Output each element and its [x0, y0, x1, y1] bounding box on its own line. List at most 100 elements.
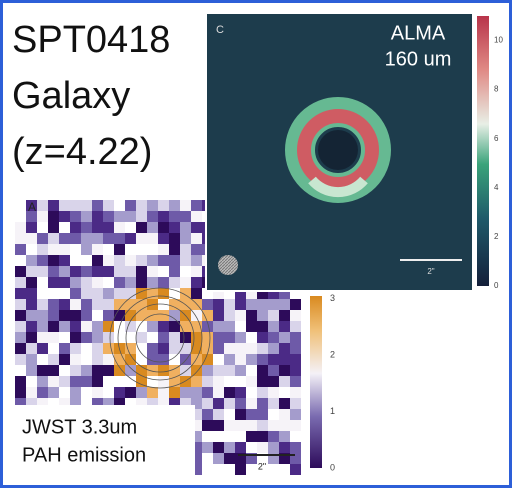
pixel: [26, 222, 37, 233]
pixel: [48, 387, 59, 398]
pixel: [235, 387, 246, 398]
pixel: [279, 354, 290, 365]
colorbar-tick: 10: [494, 36, 503, 45]
pixel: [81, 244, 92, 255]
pixel: [81, 200, 92, 211]
pixel: [268, 431, 279, 442]
pixel: [92, 211, 103, 222]
pixel: [279, 365, 290, 376]
pixel: [48, 233, 59, 244]
pixel: [136, 277, 147, 288]
pixel: [235, 310, 246, 321]
pixel: [268, 398, 279, 409]
pixel: [279, 442, 290, 453]
pixel: [70, 343, 81, 354]
pixel: [246, 354, 257, 365]
pixel: [92, 277, 103, 288]
pixel: [59, 266, 70, 277]
pixel: [257, 343, 268, 354]
pixel: [125, 387, 136, 398]
caption-line: 160 um: [385, 48, 452, 70]
pixel: [191, 255, 202, 266]
pixel: [15, 354, 26, 365]
pixel: [26, 365, 37, 376]
pixel: [224, 365, 235, 376]
pixel: [26, 354, 37, 365]
pixel: [147, 211, 158, 222]
pixel: [48, 299, 59, 310]
pixel: [169, 244, 180, 255]
pixel: [81, 211, 92, 222]
pixel: [180, 211, 191, 222]
pixel: [268, 343, 279, 354]
pixel: [158, 288, 169, 299]
pixel: [70, 310, 81, 321]
pixel: [180, 222, 191, 233]
pixel: [136, 222, 147, 233]
pixel: [169, 222, 180, 233]
pixel: [81, 288, 92, 299]
pixel: [81, 365, 92, 376]
pixel: [125, 233, 136, 244]
pixel: [147, 321, 158, 332]
pixel: [70, 222, 81, 233]
pixel: [114, 222, 125, 233]
pixel: [268, 376, 279, 387]
pixel: [257, 332, 268, 343]
colorbar-tick: 2: [494, 232, 499, 241]
pixel: [279, 310, 290, 321]
pixel: [92, 376, 103, 387]
pixel: [213, 343, 224, 354]
pixel: [15, 321, 26, 332]
pixel: [257, 398, 268, 409]
pixel: [92, 288, 103, 299]
pixel: [92, 321, 103, 332]
pixel: [103, 354, 114, 365]
pixel: [191, 222, 202, 233]
pixel: [103, 222, 114, 233]
caption-line: ALMA: [391, 22, 446, 44]
pixel: [235, 420, 246, 431]
pixel: [48, 310, 59, 321]
pixel: [279, 332, 290, 343]
pixel: [59, 376, 70, 387]
pixel: [235, 442, 246, 453]
pixel: [26, 233, 37, 244]
pixel: [15, 332, 26, 343]
pixel: [213, 376, 224, 387]
pixel: [15, 343, 26, 354]
pixel: [290, 365, 301, 376]
pixel: [70, 321, 81, 332]
pixel: [180, 376, 191, 387]
pixel: [224, 343, 235, 354]
pixel: [37, 266, 48, 277]
pixel: [180, 277, 191, 288]
pixel: [37, 310, 48, 321]
pixel: [224, 354, 235, 365]
pixel: [213, 387, 224, 398]
pixel: [15, 376, 26, 387]
pixel: [37, 244, 48, 255]
pixel: [26, 343, 37, 354]
pixel: [81, 233, 92, 244]
pixel: [92, 255, 103, 266]
pixel: [158, 354, 169, 365]
pixel: [37, 200, 48, 211]
colorbar-tick: 2: [330, 350, 335, 360]
pixel: [37, 365, 48, 376]
pixel: [158, 200, 169, 211]
pixel: [158, 343, 169, 354]
pixel: [257, 299, 268, 310]
pixel: [103, 288, 114, 299]
pixel: [268, 365, 279, 376]
pixel: [224, 310, 235, 321]
pixel: [136, 255, 147, 266]
pixel: [147, 200, 158, 211]
pixel: [15, 299, 26, 310]
pixel: [92, 266, 103, 277]
pixel: [191, 266, 202, 277]
pixel: [26, 277, 37, 288]
pixel: [279, 321, 290, 332]
pixel: [235, 299, 246, 310]
pixel: [246, 409, 257, 420]
